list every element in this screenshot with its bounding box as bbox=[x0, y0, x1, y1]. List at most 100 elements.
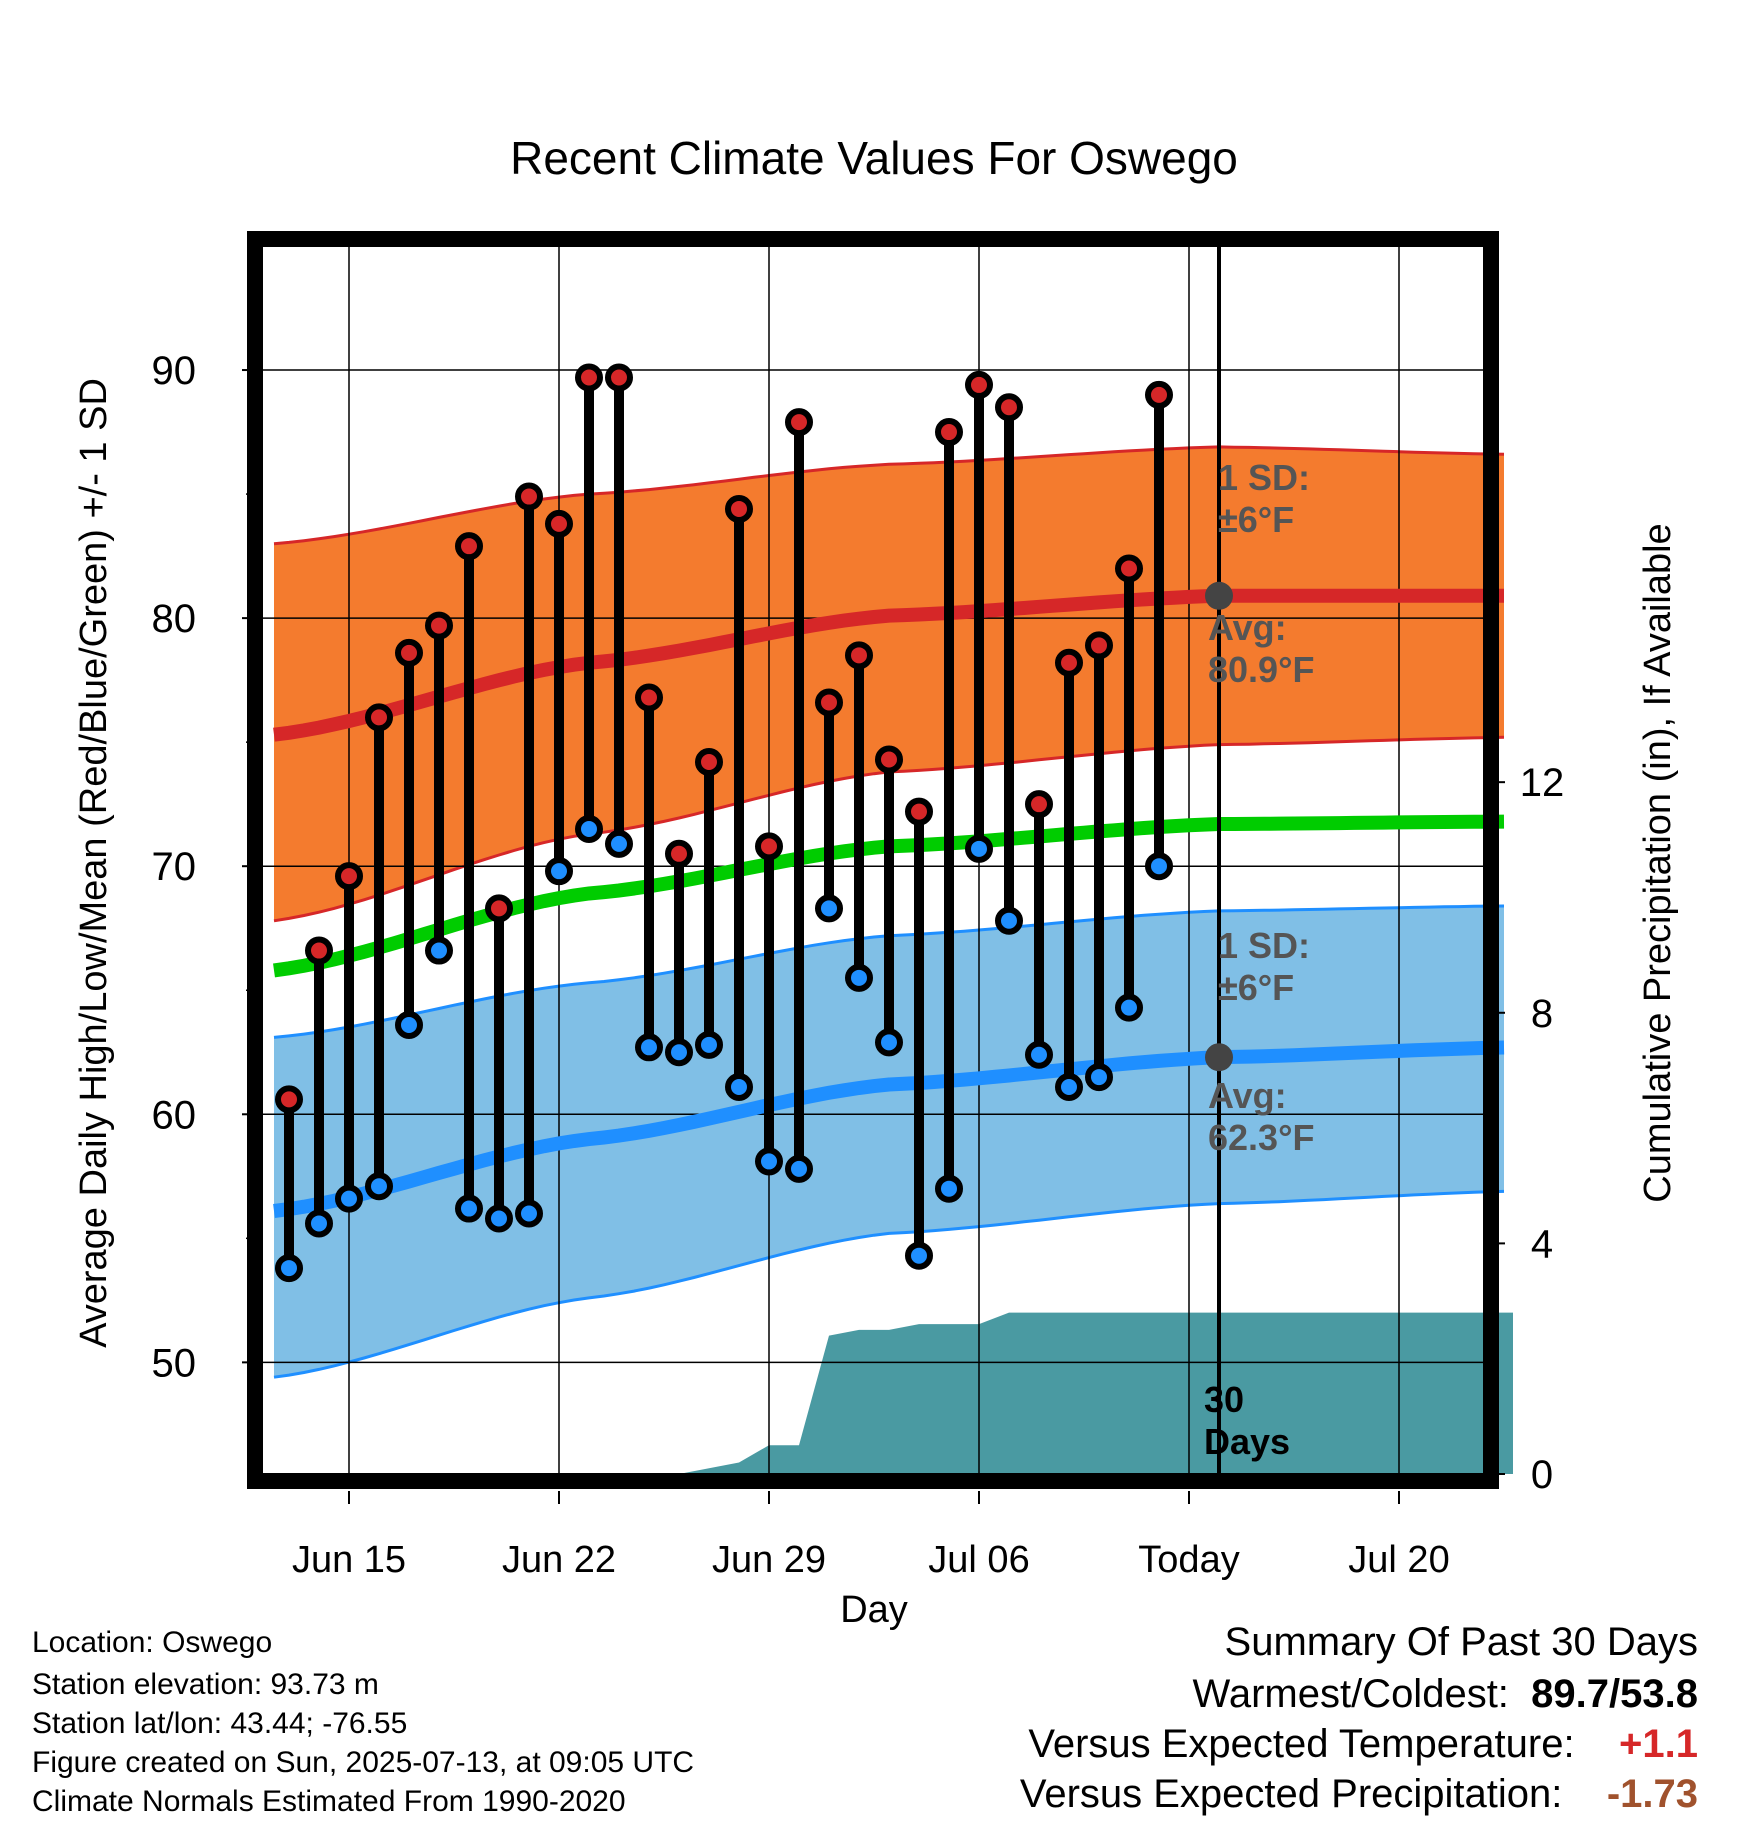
low-point bbox=[425, 936, 453, 965]
low-avg-value: 62.3°F bbox=[1208, 1117, 1314, 1158]
summary-temp: Versus Expected Temperature: +1.1 bbox=[1028, 1722, 1698, 1767]
low-point bbox=[575, 814, 603, 843]
high-point bbox=[305, 936, 333, 965]
high-point bbox=[1085, 631, 1113, 660]
high-point bbox=[1115, 554, 1143, 583]
high-point bbox=[335, 862, 363, 891]
summary-precip-label: Versus Expected Precipitation: bbox=[1019, 1772, 1563, 1816]
low-point bbox=[695, 1030, 723, 1059]
high-point bbox=[785, 408, 813, 437]
x-tick-label: Jul 20 bbox=[1348, 1539, 1449, 1581]
low-point bbox=[725, 1072, 753, 1101]
low-point bbox=[965, 834, 993, 863]
low-point bbox=[1055, 1072, 1083, 1101]
high-point bbox=[875, 745, 903, 774]
x-tick-label: Jun 15 bbox=[292, 1539, 406, 1581]
low-point bbox=[755, 1147, 783, 1176]
low-sd-band bbox=[274, 906, 1504, 1378]
y-tick-label: 90 bbox=[152, 349, 197, 393]
plot-frame bbox=[247, 231, 1499, 1489]
high-avg-label: Avg: bbox=[1208, 607, 1287, 648]
low-point bbox=[335, 1184, 363, 1213]
low-point bbox=[875, 1028, 903, 1057]
high-point bbox=[1055, 648, 1083, 677]
summary-coldest: 53.8 bbox=[1620, 1672, 1698, 1716]
high-point bbox=[275, 1085, 303, 1114]
low-point bbox=[1145, 852, 1173, 881]
today-low-avg-marker bbox=[1205, 1043, 1233, 1072]
high-point bbox=[1025, 790, 1053, 819]
high-point bbox=[545, 509, 573, 538]
summary-precip: Versus Expected Precipitation: -1.73 bbox=[1020, 1772, 1698, 1817]
precip-area bbox=[679, 1312, 1513, 1474]
low-point bbox=[995, 906, 1023, 935]
low-point bbox=[785, 1154, 813, 1183]
low-point bbox=[845, 963, 873, 992]
high-sd-upper-line bbox=[273, 445, 1505, 546]
high-point bbox=[665, 839, 693, 868]
high-point bbox=[605, 363, 633, 392]
summary-temp-label: Versus Expected Temperature: bbox=[1028, 1722, 1575, 1766]
chart-title: Recent Climate Values For Oswego bbox=[510, 132, 1238, 184]
y-tick-label: 50 bbox=[152, 1341, 197, 1385]
low-point bbox=[605, 829, 633, 858]
high-point bbox=[725, 494, 753, 523]
high-point bbox=[575, 363, 603, 392]
high-point bbox=[455, 532, 483, 561]
low-point bbox=[485, 1204, 513, 1233]
high-sd-label: 1 SD: bbox=[1218, 457, 1310, 498]
summary-warm-cold: Warmest/Coldest: 89.7/53.8 bbox=[1193, 1672, 1698, 1717]
low-point bbox=[515, 1199, 543, 1228]
low-point bbox=[455, 1194, 483, 1223]
low-sd-lower-line bbox=[273, 1189, 1505, 1379]
low-point bbox=[635, 1033, 663, 1062]
y2-tick-label: 12 bbox=[1520, 761, 1565, 805]
high-point bbox=[965, 370, 993, 399]
y2-tick-label: 0 bbox=[1531, 1453, 1553, 1497]
y-tick-label: 70 bbox=[152, 845, 197, 889]
high-avg-line bbox=[273, 588, 1504, 742]
high-point bbox=[635, 683, 663, 712]
summary-warmest: 89.7 bbox=[1531, 1672, 1610, 1716]
summary-precip-value: -1.73 bbox=[1606, 1772, 1698, 1816]
high-sd-band bbox=[274, 446, 1504, 921]
low-sd-value: ±6°F bbox=[1218, 967, 1294, 1008]
low-point bbox=[275, 1254, 303, 1283]
y2-tick-label: 8 bbox=[1531, 992, 1553, 1036]
low-point bbox=[815, 894, 843, 923]
high-point bbox=[695, 748, 723, 777]
summary-heading: Summary Of Past 30 Days bbox=[1224, 1620, 1698, 1664]
low-point bbox=[935, 1174, 963, 1203]
y-tick-label: 80 bbox=[152, 597, 197, 641]
high-point bbox=[905, 797, 933, 826]
y2-tick-label: 4 bbox=[1531, 1222, 1553, 1266]
precip-label-count: 30 bbox=[1204, 1379, 1244, 1420]
info-elevation: Station elevation: 93.73 m bbox=[32, 1668, 379, 1701]
low-point bbox=[305, 1209, 333, 1238]
low-avg-line bbox=[273, 1040, 1505, 1218]
high-sd-value: ±6°F bbox=[1218, 499, 1294, 540]
high-point bbox=[845, 641, 873, 670]
low-point bbox=[545, 857, 573, 886]
high-point bbox=[995, 393, 1023, 422]
summary-slash: / bbox=[1609, 1672, 1621, 1716]
low-point bbox=[1115, 993, 1143, 1022]
high-avg-value: 80.9°F bbox=[1208, 649, 1314, 690]
precip-label-days: Days bbox=[1204, 1421, 1290, 1462]
y-axis-label: Average Daily High/Low/Mean (Red/Blue/Gr… bbox=[73, 378, 115, 1348]
x-tick-label: Jul 06 bbox=[928, 1539, 1029, 1581]
info-location: Location: Oswego bbox=[32, 1626, 273, 1659]
high-point bbox=[515, 482, 543, 511]
low-point bbox=[665, 1038, 693, 1067]
low-avg-label: Avg: bbox=[1208, 1075, 1287, 1116]
info-normals: Climate Normals Estimated From 1990-2020 bbox=[32, 1785, 626, 1818]
high-point bbox=[935, 418, 963, 447]
low-sd-label: 1 SD: bbox=[1218, 925, 1310, 966]
high-point bbox=[755, 832, 783, 861]
high-point bbox=[395, 638, 423, 667]
x-axis-label: Day bbox=[840, 1589, 908, 1631]
info-created: Figure created on Sun, 2025-07-13, at 09… bbox=[32, 1746, 695, 1779]
y-tick-label: 60 bbox=[152, 1093, 197, 1137]
